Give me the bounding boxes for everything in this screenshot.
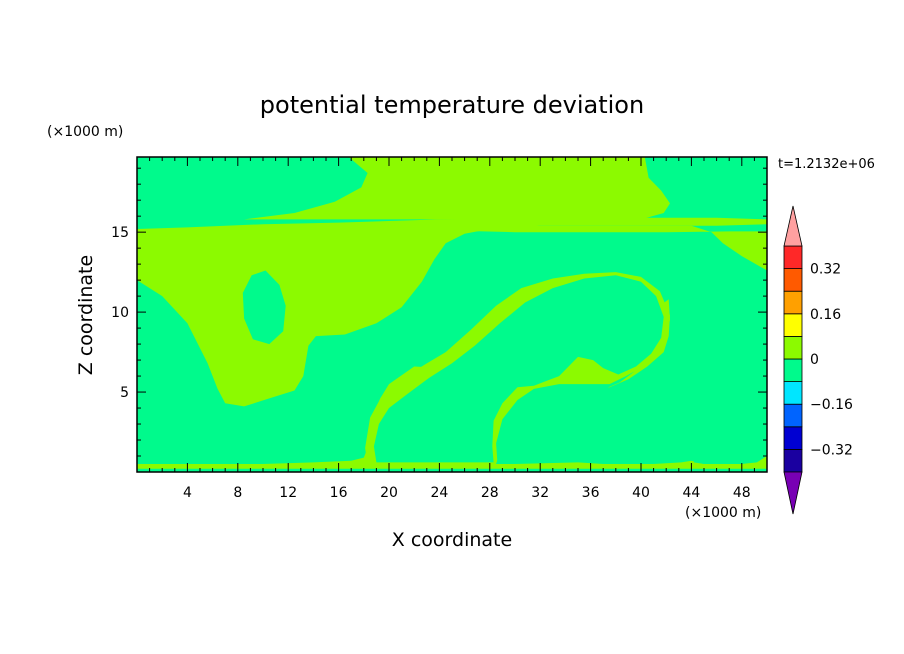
- colorbar-label: 0.32: [810, 262, 841, 278]
- colorbar-swatch: [783, 426, 803, 450]
- colorbar-over-triangle: [783, 205, 803, 247]
- x-tick-label: 48: [733, 485, 751, 501]
- colorbar-under-triangle: [783, 471, 803, 515]
- y-tick-label: 10: [111, 305, 129, 321]
- colorbar-swatch: [783, 290, 803, 315]
- field-region-0: [137, 217, 767, 407]
- y-tick-label: 15: [111, 225, 129, 241]
- x-tick-label: 20: [380, 485, 398, 501]
- colorbar-label: 0: [810, 352, 819, 368]
- colorbar-swatch: [783, 448, 803, 473]
- time-label: t=1.2132e+06: [778, 157, 875, 172]
- colorbar-label: −0.16: [810, 397, 853, 413]
- plot-frame: [136, 156, 768, 473]
- field-region-1: [363, 225, 767, 271]
- colorbar-swatch: [783, 358, 803, 383]
- x-tick-label: 24: [430, 485, 448, 501]
- x-tick-label: 16: [330, 485, 348, 501]
- colorbar-swatch: [783, 245, 803, 270]
- field-region-3: [244, 157, 670, 220]
- colorbar-swatch: [783, 335, 803, 360]
- plot-area: [137, 157, 767, 472]
- colorbar-label: −0.32: [810, 442, 853, 458]
- colorbar-swatch: [783, 268, 803, 292]
- colorbar-swatch: [783, 313, 803, 337]
- x-tick-label: 40: [632, 485, 650, 501]
- field-region-2: [242, 270, 286, 345]
- x-tick-label: 32: [531, 485, 549, 501]
- x-tick-label: 12: [279, 485, 297, 501]
- chart-title: potential temperature deviation: [260, 91, 644, 119]
- colorbar-swatch: [783, 381, 803, 405]
- field-region-7: [496, 371, 635, 463]
- colorbar-swatch: [783, 403, 803, 428]
- x-tick-label: 4: [183, 485, 192, 501]
- colorbar: 0.32 0.16 0 −0.16 −0.32: [783, 205, 853, 515]
- field-region-8: [693, 380, 767, 464]
- x-axis-label: X coordinate: [392, 529, 512, 551]
- x-tick-label: 28: [481, 485, 499, 501]
- y-axis-label: Z coordinate: [75, 255, 97, 375]
- field-region-6: [373, 275, 664, 463]
- x-tick-label: 44: [682, 485, 700, 501]
- y-tick-label: 5: [120, 385, 129, 401]
- x-tick-label: 36: [582, 485, 600, 501]
- x-tick-label: 8: [233, 485, 242, 501]
- x-unit-label: (×1000 m): [685, 505, 761, 521]
- colorbar-label: 0.16: [810, 307, 841, 323]
- y-unit-label: (×1000 m): [47, 124, 123, 140]
